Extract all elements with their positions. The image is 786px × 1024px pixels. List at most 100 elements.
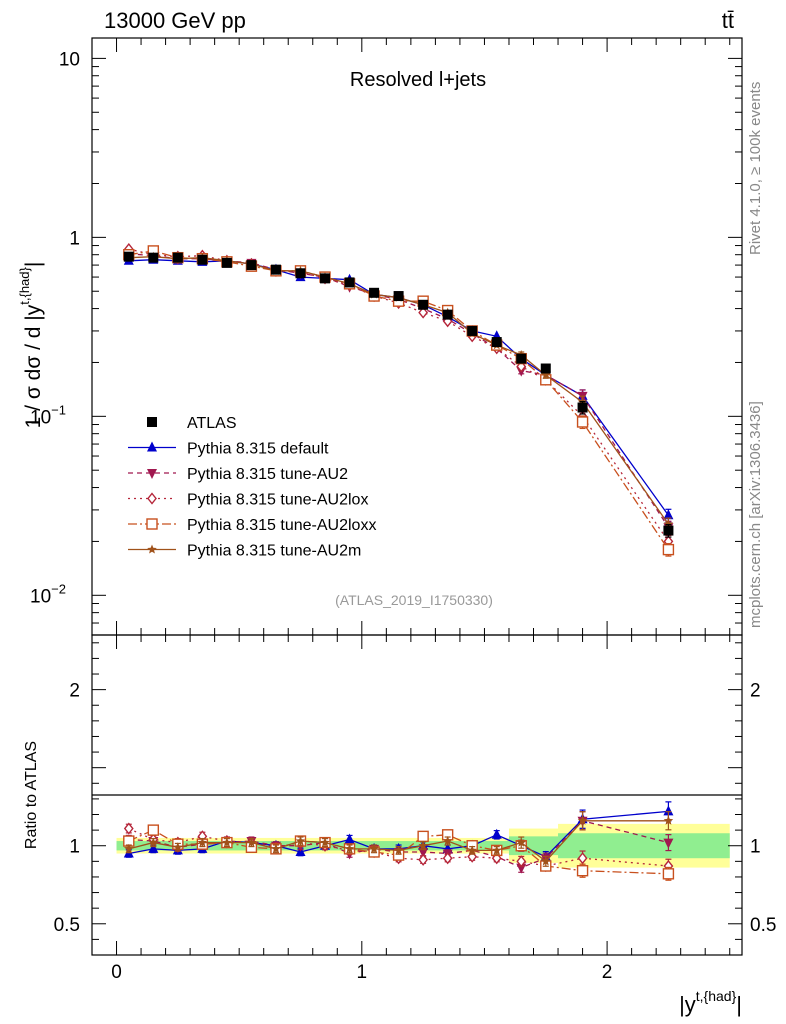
legend-label-pythia-8-315-tune-au2loxx: Pythia 8.315 tune-AU2loxx (187, 517, 376, 534)
series-line-pythia-8-315-tune-au2loxx (128, 829, 669, 875)
marker-pythia-8-315-tune-au2m (295, 836, 306, 846)
marker-pythia-8-315-default (663, 805, 674, 816)
y-tick-label: 10−1 (30, 402, 66, 428)
marker-pythia-8-315-default (344, 833, 355, 844)
marker-atlas (663, 525, 674, 536)
marker-atlas (369, 287, 380, 298)
uncertainty-band-green (558, 833, 730, 859)
legend-label-pythia-8-315-tune-au2: Pythia 8.315 tune-AU2 (187, 466, 348, 483)
marker-atlas (172, 252, 183, 263)
main-panel: Resolved l+jets (ATLAS_2019_I1750330) 10… (17, 37, 743, 636)
marker-pythia-8-315-tune-au2loxx (576, 416, 589, 428)
marker-pythia-8-315-tune-au2m (271, 843, 281, 853)
marker-pythia-8-315-tune-au2m (418, 840, 428, 850)
legend-marker-pythia-8-315-default (147, 441, 157, 452)
marker-pythia-8-315-default (148, 842, 159, 853)
marker-pythia-8-315-tune-au2m (197, 837, 208, 847)
marker-pythia-8-315-tune-au2m (393, 845, 404, 855)
marker-pythia-8-315-tune-au2m (344, 843, 355, 853)
main-y-axis-label: 1 / σ dσ / d |yt,{had}| (17, 262, 45, 429)
marker-pythia-8-315-default (663, 509, 674, 520)
ratio-y-tick-label-right: 1 (750, 837, 761, 858)
legend: ATLAS Pythia 8.315 default Pythia 8.315 tu… (128, 415, 376, 560)
y-tick-label: 1 (69, 228, 80, 249)
marker-atlas (197, 254, 208, 265)
marker-pythia-8-315-tune-au2m (246, 837, 257, 847)
marker-pythia-8-315-tune-au2m (148, 837, 159, 847)
process-label: tt̄ (722, 8, 734, 33)
marker-atlas (295, 268, 306, 279)
legend-marker-pythia-8-315-tune-au2 (147, 469, 157, 479)
marker-atlas (540, 363, 551, 374)
marker-atlas (246, 260, 257, 271)
ratio-panel: 0.5 0.5 1 1 2 2 Ratio to ATLAS (23, 634, 776, 956)
marker-atlas (491, 337, 502, 348)
series-line-pythia-8-315-tune-au2 (128, 820, 669, 869)
x-tick-label: 2 (602, 962, 613, 983)
y-tick-label: 10 (59, 49, 80, 70)
marker-atlas (221, 257, 232, 268)
main-series (123, 242, 675, 557)
marker-pythia-8-315-tune-au2 (418, 847, 429, 858)
marker-pythia-8-315-tune-au2m (222, 837, 232, 847)
marker-pythia-8-315-tune-au2m (173, 842, 183, 852)
marker-pythia-8-315-tune-au2m (663, 815, 674, 825)
ratio-y-axis-label: Ratio to ATLAS (23, 741, 40, 849)
x-tick-label: 0 (111, 962, 122, 983)
marker-atlas (123, 251, 134, 262)
marker-pythia-8-315-tune-au2lox (442, 852, 453, 865)
y-tick-label: 10−2 (30, 581, 66, 607)
marker-pythia-8-315-tune-au2 (663, 838, 674, 849)
ratio-y-tick-label-right: 2 (750, 681, 761, 702)
ratio-y-tick-label-right: 0.5 (750, 915, 776, 936)
marker-pythia-8-315-tune-au2m (541, 856, 551, 866)
ratio-y-axis: 0.5 0.5 1 1 2 2 (54, 642, 776, 940)
marker-pythia-8-315-tune-au2lox (123, 822, 134, 835)
marker-pythia-8-315-default (491, 828, 502, 839)
marker-pythia-8-315-tune-au2m (577, 815, 588, 825)
legend-marker-pythia-8-315-tune-au2lox (147, 492, 157, 505)
marker-atlas (516, 353, 527, 364)
marker-atlas (270, 264, 281, 275)
ratio-y-tick-label: 2 (69, 681, 80, 702)
marker-atlas (148, 252, 159, 263)
legend-label-pythia-8-315-tune-au2m: Pythia 8.315 tune-AU2m (187, 543, 361, 560)
legend-marker-pythia-8-315-tune-au2m (147, 544, 157, 554)
marker-pythia-8-315-tune-au2m (516, 837, 526, 847)
x-tick-label: 1 (357, 962, 368, 983)
marker-pythia-8-315-tune-au2lox (418, 853, 429, 866)
marker-atlas (393, 291, 404, 302)
marker-atlas (442, 309, 453, 320)
legend-label-pythia-8-315-default: Pythia 8.315 default (187, 441, 329, 458)
marker-pythia-8-315-tune-au2m (124, 843, 134, 853)
watermark: (ATLAS_2019_I1750330) (335, 592, 493, 608)
marker-pythia-8-315-tune-au2loxx (662, 868, 675, 880)
marker-pythia-8-315-tune-au2m (369, 843, 379, 853)
marker-pythia-8-315-tune-au2loxx (576, 865, 589, 877)
uncertainty-band-green (116, 841, 509, 851)
marker-atlas (344, 277, 355, 288)
marker-atlas (577, 402, 588, 413)
ratio-uncertainty-bands (116, 823, 730, 868)
marker-pythia-8-315-tune-au2lox (516, 855, 527, 868)
marker-pythia-8-315-tune-au2loxx (417, 830, 429, 843)
legend-label-atlas: ATLAS (187, 415, 237, 432)
marker-atlas (467, 325, 478, 336)
marker-pythia-8-315-tune-au2loxx (662, 543, 675, 556)
marker-pythia-8-315-tune-au2lox (418, 306, 429, 319)
legend-marker-pythia-8-315-tune-au2loxx (146, 518, 158, 530)
marker-atlas (320, 273, 331, 284)
marker-pythia-8-315-tune-au2m (467, 845, 477, 855)
main-y-axis: 10 1 10−1 10−2 (30, 49, 742, 636)
ratio-y-tick-label: 1 (69, 837, 80, 858)
marker-pythia-8-315-tune-au2m (492, 845, 502, 855)
x-axis-label: |yt,{had}| (679, 988, 742, 1017)
legend-label-pythia-8-315-tune-au2lox: Pythia 8.315 tune-AU2lox (187, 492, 368, 509)
marker-pythia-8-315-tune-au2m (541, 370, 551, 380)
x-axis: 0 1 2 (111, 38, 731, 983)
ratio-y-tick-label: 0.5 (54, 915, 80, 936)
marker-pythia-8-315-tune-au2loxx (147, 824, 160, 836)
ratio-series (123, 801, 675, 881)
marker-pythia-8-315-tune-au2lox (577, 852, 588, 865)
